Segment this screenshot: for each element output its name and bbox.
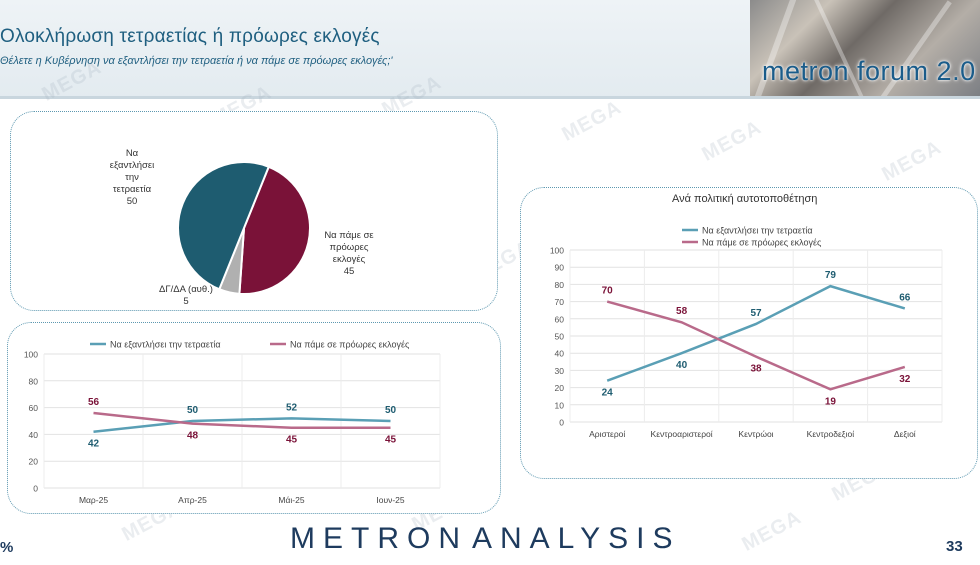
- pie-label-elections-line2: πρόωρες: [329, 242, 369, 253]
- pie-label-dk-line1: ΔΓ/ΔΑ (αυθ.): [159, 284, 213, 295]
- pie-label-dk-value: 5: [183, 296, 189, 307]
- pie-label-exhaust: Να εξαντλήσει την τετραετία 50: [100, 148, 164, 208]
- page-title: Ολοκλήρωση τετραετίας ή πρόωρες εκλογές: [0, 26, 380, 47]
- series-line: [93, 411, 391, 429]
- data-label: 40: [676, 360, 688, 371]
- watermark-text: MEGA: [738, 506, 806, 556]
- data-label: 38: [750, 364, 762, 375]
- watermark-text: MEGA: [878, 136, 946, 186]
- y-tick-label: 60: [29, 403, 39, 413]
- legend-label: Να εξαντλήσει την τετραετία: [702, 226, 813, 236]
- series-line: [93, 417, 391, 433]
- page-number: 33: [946, 538, 963, 555]
- y-tick-label: 80: [555, 280, 565, 290]
- pie-label-dk: ΔΓ/ΔΑ (αυθ.) 5: [150, 284, 222, 308]
- pie-label-elections: Να πάμε σε πρόωρες εκλογές 45: [314, 230, 384, 278]
- x-tick-label: Ιουν-25: [376, 495, 405, 505]
- y-tick-label: 40: [29, 430, 39, 440]
- y-tick-label: 90: [555, 263, 565, 273]
- brand-metron: METRON: [290, 522, 468, 555]
- pie-slice-1: [238, 165, 311, 295]
- data-label: 48: [187, 431, 199, 442]
- y-tick-label: 100: [24, 350, 38, 360]
- x-tick-label: Κεντροδεξιοί: [807, 429, 855, 439]
- y-tick-label: 70: [555, 297, 565, 307]
- metron-forum-logo: metron forum 2.0: [762, 56, 976, 86]
- trend-line-chart: 0 20 40 60 80 100 Μαρ-25 Απρ-25 Μάι-25 Ιουν-25 Να …: [24, 340, 441, 505]
- data-label: 66: [899, 292, 911, 303]
- ideology-chart-title: Ανά πολιτική αυτοτοποθέτηση: [672, 193, 818, 205]
- watermark-text: MEGA: [698, 116, 766, 166]
- y-tick-label: 60: [555, 314, 565, 324]
- y-tick-label: 0: [559, 418, 564, 428]
- pie-slice-0: [177, 161, 271, 291]
- data-label: 56: [88, 397, 100, 408]
- y-tick-label: 100: [550, 246, 564, 256]
- pie-label-exhaust-line2: εξαντλήσει: [109, 160, 155, 171]
- series-line: [606, 284, 906, 382]
- pie-label-exhaust-line4: τετραετία: [112, 184, 152, 195]
- x-tick-label: Μαρ-25: [79, 495, 108, 505]
- data-label: 58: [676, 306, 688, 317]
- y-tick-label: 30: [555, 366, 565, 376]
- data-label: 19: [825, 396, 837, 407]
- x-tick-label: Μάι-25: [278, 495, 304, 505]
- pie-label-elections-line1: Να πάμε σε: [324, 230, 374, 241]
- percent-sign: %: [0, 539, 14, 556]
- x-tick-label: Κεντρώοι: [738, 429, 773, 439]
- pie-label-exhaust-value: 50: [126, 196, 138, 207]
- data-label: 24: [602, 388, 614, 399]
- y-tick-label: 0: [33, 484, 38, 494]
- pie-label-elections-value: 45: [343, 266, 355, 277]
- data-label: 79: [825, 270, 837, 281]
- data-label: 50: [385, 405, 397, 416]
- metron-analysis-logo: METRON ANALYSIS: [290, 522, 681, 556]
- y-tick-label: 40: [555, 349, 565, 359]
- legend-label: Να πάμε σε πρόωρες εκλογές: [702, 238, 822, 248]
- x-tick-label: Κεντροαριστεροί: [651, 429, 713, 439]
- header-photo: [750, 0, 980, 96]
- pie-label-exhaust-line1: Να: [125, 148, 139, 159]
- ideology-panel: [520, 187, 978, 479]
- data-label: 45: [286, 435, 298, 446]
- pie-chart: [177, 161, 311, 295]
- y-tick-label: 80: [29, 376, 39, 386]
- x-tick-label: Αριστεροί: [589, 429, 625, 439]
- data-label: 70: [602, 286, 614, 297]
- header-divider: [0, 96, 980, 99]
- x-tick-label: Δεξιοί: [894, 429, 916, 439]
- pie-label-elections-line3: εκλογές: [332, 254, 366, 265]
- legend-label: Να πάμε σε πρόωρες εκλογές: [290, 340, 410, 350]
- data-label: 42: [88, 439, 100, 450]
- y-tick-label: 50: [555, 332, 565, 342]
- y-tick-label: 20: [555, 383, 565, 393]
- data-label: 57: [750, 308, 762, 319]
- page-subtitle: Θέλετε η Κυβέρνηση να εξαντλήσει την τετ…: [0, 55, 393, 67]
- data-label: 32: [899, 374, 911, 385]
- x-tick-label: Απρ-25: [178, 495, 207, 505]
- data-label: 50: [187, 405, 199, 416]
- data-label: 45: [385, 435, 397, 446]
- y-tick-label: 20: [29, 457, 39, 467]
- watermark-text: MEGA: [558, 96, 626, 146]
- series-line: [606, 300, 906, 391]
- y-tick-label: 10: [555, 400, 565, 410]
- legend-label: Να εξαντλήσει την τετραετία: [110, 340, 221, 350]
- ideology-line-chart: 0 10 20 30 40 50 60 70 80 90 100 Αριστεροί Κεντροαρι…: [550, 226, 943, 439]
- data-label: 52: [286, 402, 298, 413]
- brand-analysis: ANALYSIS: [472, 522, 681, 555]
- pie-label-exhaust-line3: την: [125, 172, 139, 183]
